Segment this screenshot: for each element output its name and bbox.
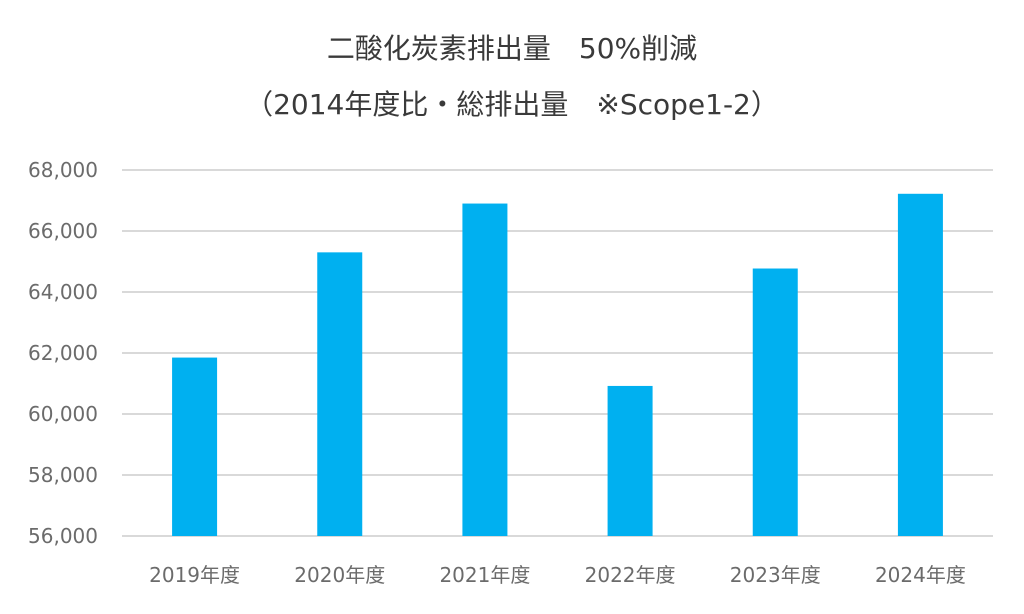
chart-title: 二酸化炭素排出量 50%削減 — [326, 32, 698, 65]
x-axis-tick-labels: 2019年度 2020年度 2021年度 2022年度 2023年度 2024年度 — [149, 563, 966, 587]
chart-subtitle: （2014年度比・総排出量 ※Scope1-2） — [245, 88, 779, 121]
x-tick-label: 2023年度 — [730, 563, 821, 587]
bar — [897, 193, 943, 537]
x-tick-label: 2024年度 — [875, 563, 966, 587]
bars — [172, 193, 943, 537]
y-tick-label: 64,000 — [28, 280, 98, 304]
bar — [172, 357, 218, 536]
y-tick-label: 68,000 — [28, 158, 98, 182]
x-tick-label: 2021年度 — [439, 563, 530, 587]
y-tick-label: 58,000 — [28, 463, 98, 487]
y-tick-label: 56,000 — [28, 524, 98, 548]
y-tick-label: 66,000 — [28, 219, 98, 243]
x-tick-label: 2019年度 — [149, 563, 240, 587]
bar — [607, 385, 653, 536]
y-tick-label: 62,000 — [28, 341, 98, 365]
y-tick-label: 60,000 — [28, 402, 98, 426]
x-tick-label: 2020年度 — [294, 563, 385, 587]
x-tick-label: 2022年度 — [585, 563, 676, 587]
bar — [317, 252, 363, 536]
grid-lines — [122, 169, 993, 537]
y-axis-tick-labels: 56,000 58,000 60,000 62,000 64,000 66,000 68,0… — [28, 158, 98, 548]
bar — [752, 268, 798, 536]
bar — [462, 203, 508, 537]
